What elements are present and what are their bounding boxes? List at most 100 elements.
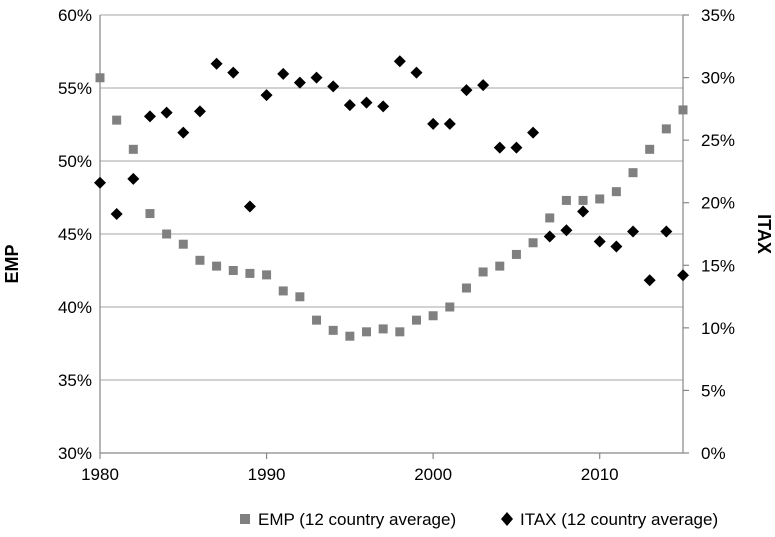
- y-right-tick-label: 15%: [701, 256, 735, 275]
- itax-point: [343, 99, 356, 112]
- x-tick-label: 2000: [414, 465, 452, 484]
- y-left-tick-label: 40%: [58, 298, 92, 317]
- emp-point: [411, 315, 421, 325]
- itax-point: [227, 66, 240, 79]
- y-right-tick-label: 5%: [701, 381, 726, 400]
- emp-point: [345, 331, 355, 341]
- y-left-tick-label: 35%: [58, 371, 92, 390]
- itax-point: [643, 274, 656, 287]
- itax-point: [543, 230, 556, 243]
- itax-point: [677, 269, 689, 282]
- itax-point: [627, 225, 640, 238]
- legend-emp-marker: [240, 514, 250, 524]
- y-right-axis-title: ITAX: [754, 214, 774, 254]
- emp-point: [95, 73, 105, 83]
- y-right-tick-label: 10%: [701, 319, 735, 338]
- emp-point: [262, 270, 272, 280]
- emp-point: [578, 195, 588, 205]
- emp-point: [312, 315, 322, 325]
- emp-point: [395, 327, 405, 337]
- emp-point: [295, 292, 305, 302]
- ticks-layer: 30% 35% 40% 45% 50% 55% 60% 0% 5% 10% 15% 20% 25% 30%…: [58, 6, 735, 484]
- emp-point: [445, 302, 455, 312]
- y-left-tick-label: 55%: [58, 79, 92, 98]
- legend-emp-label: EMP (12 country average): [258, 510, 456, 529]
- emp-point: [245, 268, 255, 278]
- itax-point: [560, 224, 573, 237]
- emp-point: [145, 209, 155, 219]
- y-left-axis-title: EMP: [2, 244, 22, 283]
- itax-point: [327, 80, 340, 93]
- emp-point: [661, 124, 671, 134]
- itax-point: [243, 200, 256, 213]
- legend-itax-label: ITAX (12 country average): [520, 510, 718, 529]
- legend: EMP (12 country average) ITAX (12 countr…: [240, 510, 718, 529]
- emp-point: [228, 266, 238, 275]
- itax-point: [393, 55, 406, 68]
- grid-layer: [100, 14, 683, 381]
- emp-point: [195, 255, 205, 265]
- emp-point: [112, 115, 122, 125]
- emp-point: [561, 195, 571, 205]
- y-right-tick-label: 25%: [701, 131, 735, 150]
- itax-point: [377, 100, 390, 113]
- y-left-tick-label: 30%: [58, 444, 92, 463]
- emp-point: [461, 283, 471, 293]
- itax-point: [110, 207, 123, 220]
- emp-point: [495, 261, 505, 271]
- emp-point: [478, 267, 488, 277]
- emp-point: [645, 144, 655, 154]
- itax-point: [527, 126, 540, 139]
- itax-point: [443, 117, 456, 130]
- x-tick-label: 1980: [81, 465, 119, 484]
- y-right-tick-label: 0%: [701, 444, 726, 463]
- emp-point: [212, 261, 222, 271]
- emp-point: [545, 213, 555, 223]
- itax-point: [277, 67, 290, 80]
- itax-point: [593, 235, 606, 248]
- itax-point: [127, 172, 140, 185]
- itax-point: [427, 117, 440, 130]
- y-left-tick-label: 45%: [58, 225, 92, 244]
- emp-point: [528, 238, 538, 248]
- itax-point: [177, 126, 190, 139]
- itax-point: [577, 205, 590, 218]
- emp-point: [511, 249, 521, 259]
- emp-point: [428, 311, 438, 321]
- x-tick-label: 1990: [248, 465, 286, 484]
- itax-point: [410, 66, 423, 79]
- itax-point: [310, 71, 323, 84]
- itax-point: [94, 176, 106, 189]
- itax-point: [493, 141, 506, 154]
- emp-point: [595, 194, 605, 204]
- itax-point: [210, 57, 223, 70]
- emp-point: [128, 144, 138, 154]
- itax-point: [260, 89, 273, 102]
- itax-point: [143, 110, 156, 123]
- axes-layer: [99, 14, 689, 459]
- itax-point: [610, 240, 623, 253]
- emp-point: [378, 324, 388, 334]
- itax-point: [193, 105, 206, 118]
- y-right-tick-label: 30%: [701, 69, 735, 88]
- emp-point: [178, 239, 188, 249]
- y-left-tick-label: 50%: [58, 152, 92, 171]
- legend-itax-marker: [501, 512, 513, 526]
- y-right-tick-label: 35%: [701, 6, 735, 25]
- x-tick-label: 2010: [581, 465, 619, 484]
- points-layer: [94, 55, 689, 341]
- y-right-tick-label: 20%: [701, 194, 735, 213]
- emp-point: [328, 325, 338, 335]
- emp-point: [628, 168, 638, 178]
- itax-point: [160, 106, 173, 119]
- emp-point: [611, 187, 621, 197]
- itax-point: [510, 141, 523, 154]
- itax-point: [360, 96, 373, 109]
- emp-point: [362, 327, 372, 337]
- emp-point: [678, 105, 688, 115]
- itax-point: [293, 76, 306, 89]
- y-left-tick-label: 60%: [58, 6, 92, 25]
- itax-point: [660, 225, 673, 238]
- itax-point: [477, 79, 490, 92]
